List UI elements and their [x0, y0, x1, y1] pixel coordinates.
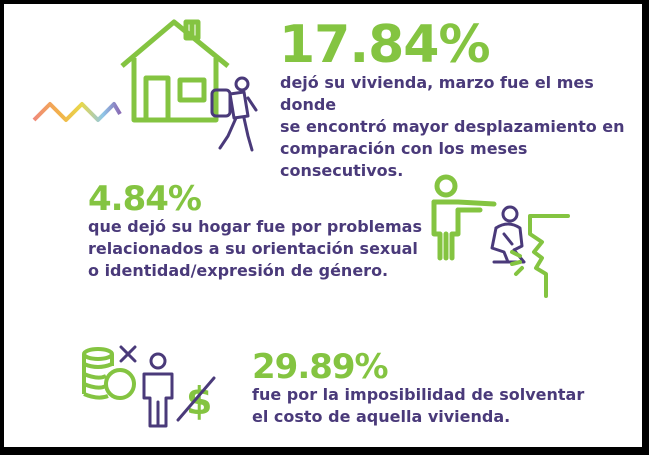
text-line: fue por la imposibilidad de solventar: [252, 385, 585, 404]
cross-mark-icon: [119, 345, 137, 363]
text-line: relacionados a su orientación sexual: [88, 239, 418, 258]
shouting-face-icon: [510, 214, 570, 298]
text-line: que dejó su hogar fue por problemas: [88, 217, 422, 236]
text-line: o identidad/expresión de género.: [88, 261, 389, 280]
hiker-with-backpack-icon: [210, 76, 258, 152]
stat-3-description: fue por la imposibilidad de solventar el…: [252, 384, 584, 428]
text-line: el costo de aquella vivienda.: [252, 407, 511, 426]
coin-stack-icon: [82, 347, 136, 400]
text-line: dejó su vivienda, marzo fue el mes donde: [280, 73, 594, 114]
stat-1-description: dejó su vivienda, marzo fue el mes donde…: [280, 72, 642, 182]
pointing-person-icon: [431, 174, 497, 261]
infographic-card: 17.84% dejó su vivienda, marzo fue el me…: [4, 4, 642, 447]
stat-1-value: 17.84%: [279, 15, 491, 75]
text-line: se encontró mayor desplazamiento en: [280, 117, 625, 136]
crossed-dollar-icon: $: [176, 376, 216, 423]
rainbow-zigzag-icon: [32, 102, 122, 122]
stat-2-value: 4.84%: [88, 179, 202, 219]
stat-2-description: que dejó su hogar fue por problemas rela…: [88, 216, 422, 282]
text-line: comparación con los meses consecutivos.: [280, 139, 528, 180]
person-icon: [142, 352, 174, 428]
stat-3-value: 29.89%: [252, 347, 389, 387]
